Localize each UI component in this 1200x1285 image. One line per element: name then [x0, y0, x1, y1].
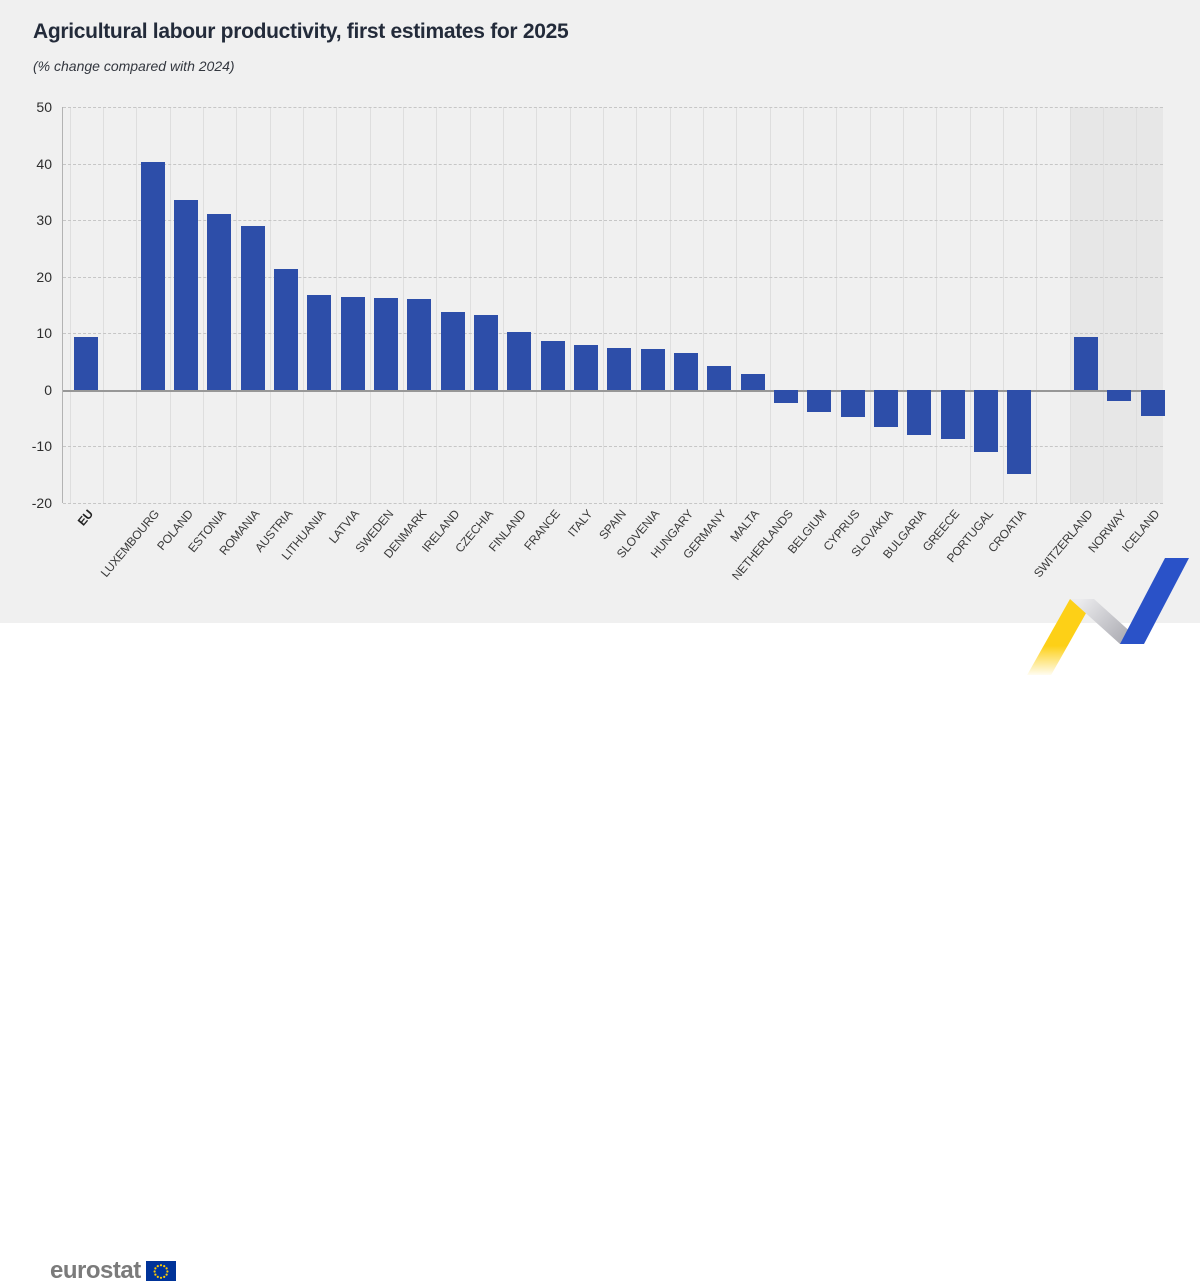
column-separator [836, 107, 838, 503]
eu-flag-icon [145, 1261, 176, 1281]
bar-slovenia [640, 348, 665, 390]
bar-romania [240, 226, 265, 390]
bar-eu [74, 336, 98, 390]
bar-croatia [1007, 389, 1032, 475]
column-separator [202, 107, 204, 503]
column-separator [469, 107, 471, 503]
gridline-y--20 [63, 503, 1163, 504]
column-separator [736, 107, 738, 503]
bar-germany [707, 365, 732, 390]
y-tick-label: 30 [36, 212, 52, 229]
bar-sweden [374, 297, 398, 390]
bar-belgium [807, 389, 832, 412]
column-separator [269, 107, 271, 503]
column-separator [569, 107, 571, 503]
chart-canvas: Agricultural labour productivity, first … [0, 0, 1200, 623]
y-tick-label: 10 [36, 325, 52, 342]
column-separator [402, 107, 404, 503]
bar-norway [1107, 389, 1132, 401]
gridline-y-20 [63, 276, 1163, 278]
column-separator [802, 107, 804, 503]
column-separator [1002, 107, 1004, 503]
bar-austria [274, 269, 298, 390]
bar-luxembourg [140, 162, 165, 390]
gridline-y-30 [63, 220, 1163, 222]
column-separator [602, 107, 604, 503]
column-separator [902, 107, 904, 503]
plot-area [62, 107, 1165, 504]
bar-switzerland [1074, 336, 1098, 390]
y-tick-label: 50 [36, 99, 52, 115]
y-tick-label: -20 [31, 495, 52, 511]
y-axis: 50 40 30 20 10 0 -10 -20 [0, 99, 52, 511]
y-tick-label: -10 [31, 438, 52, 455]
column-separator [236, 107, 238, 503]
bar-czechia [474, 314, 498, 390]
x-label-text: EU [74, 507, 96, 529]
column-separator [136, 107, 138, 503]
y-tick-label: 20 [36, 268, 52, 285]
eurostat-logo: eurostat [50, 1257, 176, 1285]
gridline-y-10 [63, 333, 1163, 335]
bar-denmark [407, 299, 432, 390]
column-separator [436, 107, 438, 503]
zero-line [63, 389, 1163, 392]
bar-netherlands [774, 389, 798, 404]
bar-malta [740, 374, 765, 390]
bar-poland [174, 199, 198, 390]
x-label-text: LUXEMBOURG [98, 507, 163, 580]
bar-finland [507, 332, 532, 390]
footer: eurostat [0, 623, 1200, 1284]
x-label-text: SPAIN [596, 507, 630, 543]
y-tick-label: 0 [44, 381, 52, 398]
column-separator [1069, 107, 1071, 503]
bar-portugal [974, 389, 998, 452]
bar-hungary [674, 353, 698, 390]
efta-shaded-band [1069, 107, 1163, 503]
gridline-y-40 [63, 163, 1163, 165]
column-separator [936, 107, 938, 503]
column-separator [369, 107, 371, 503]
bar-italy [574, 345, 598, 390]
y-tick-label: 40 [36, 155, 52, 172]
x-label-text: ITALY [565, 507, 596, 540]
column-separator [702, 107, 704, 503]
bar-france [540, 340, 565, 390]
bar-slovakia [874, 389, 898, 427]
bar-iceland [1140, 389, 1165, 416]
column-separator [169, 107, 171, 503]
bar-latvia [340, 297, 365, 390]
bar-lithuania [307, 294, 332, 390]
column-separator [1036, 107, 1038, 503]
chart-subtitle: (% change compared with 2024) [33, 58, 235, 74]
column-separator [669, 107, 671, 503]
eurostat-logo-text: eurostat [50, 1257, 141, 1284]
column-separator [536, 107, 538, 503]
column-separator [336, 107, 338, 503]
column-separator [636, 107, 638, 503]
bar-greece [940, 389, 965, 440]
gridline-y-50 [63, 107, 1163, 108]
bar-ireland [440, 312, 465, 390]
column-separator [69, 107, 71, 503]
chart-title: Agricultural labour productivity, first … [33, 20, 569, 43]
bar-spain [607, 347, 632, 390]
bar-estonia [207, 213, 232, 390]
column-separator [1102, 107, 1104, 503]
bar-cyprus [840, 389, 865, 417]
column-separator [869, 107, 871, 503]
column-separator [302, 107, 304, 503]
x-axis-labels: EU LUXEMBOURG POLAND ESTONIA ROMANIA AUSTRIA L… [62, 507, 1163, 617]
column-separator [769, 107, 771, 503]
column-separator [969, 107, 971, 503]
column-separator [102, 107, 104, 503]
column-separator [502, 107, 504, 503]
gridline-y--10 [63, 446, 1163, 448]
bar-bulgaria [907, 389, 932, 436]
column-separator [1136, 107, 1138, 503]
